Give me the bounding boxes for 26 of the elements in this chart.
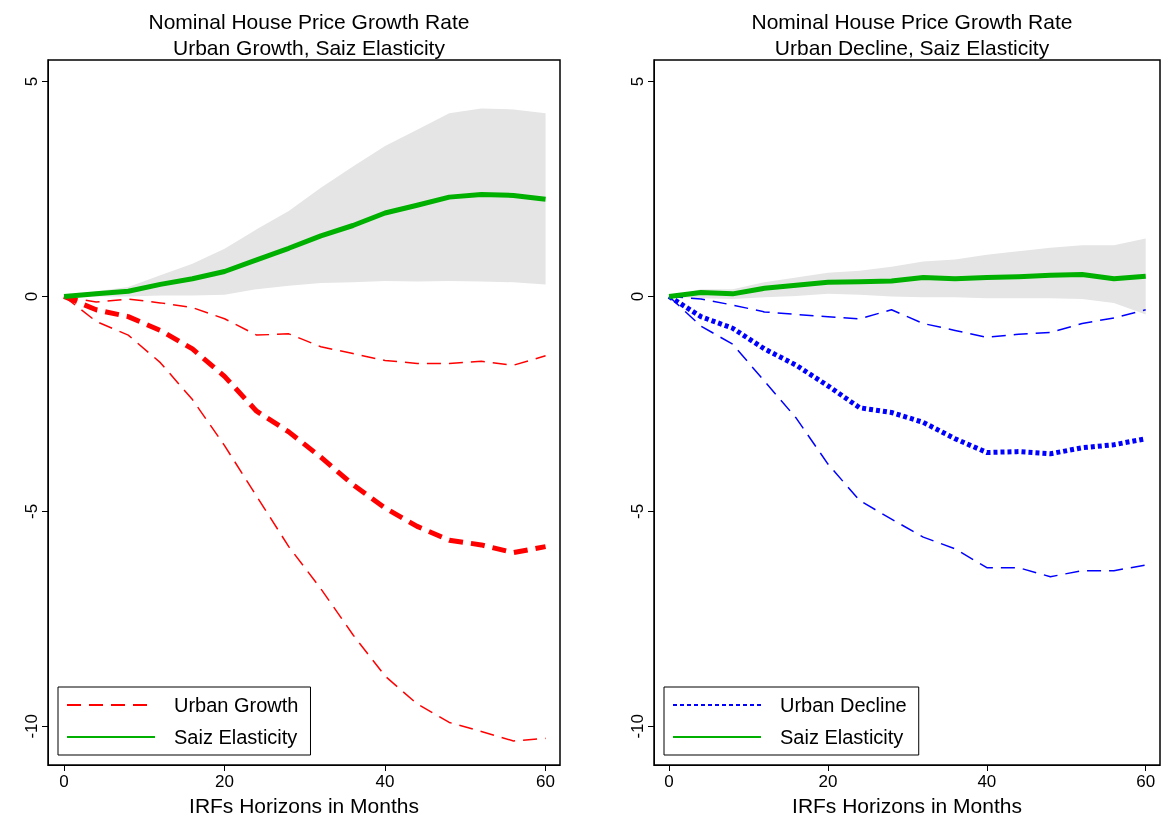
x-tick-label: 0 xyxy=(59,772,69,791)
x-tick-label: 60 xyxy=(1136,772,1156,791)
y-tick-label: 5 xyxy=(628,76,647,87)
y-tick-label: -5 xyxy=(628,503,647,519)
y-tick-label: 0 xyxy=(628,291,647,302)
legend-label: Saiz Elasticity xyxy=(780,726,904,748)
x-tick-label: 20 xyxy=(215,772,235,791)
x-axis-title: IRFs Horizons in Months xyxy=(189,794,419,817)
y-tick-label: -10 xyxy=(22,714,41,739)
legend-label: Urban Decline xyxy=(780,694,907,716)
x-tick-label: 20 xyxy=(818,772,838,791)
chart-title: Nominal House Price Growth Rate xyxy=(751,10,1073,33)
y-tick-label: 0 xyxy=(22,291,41,302)
chart-subtitle: Urban Growth, Saiz Elasticity xyxy=(173,36,446,59)
legend-label: Saiz Elasticity xyxy=(174,726,298,748)
legend-label: Urban Growth xyxy=(174,694,299,716)
x-axis-title: IRFs Horizons in Months xyxy=(792,794,1022,817)
x-tick-label: 40 xyxy=(375,772,395,791)
y-tick-label: -10 xyxy=(628,714,647,739)
chart-subtitle: Urban Decline, Saiz Elasticity xyxy=(774,36,1050,59)
x-tick-label: 0 xyxy=(664,772,674,791)
x-tick-label: 40 xyxy=(977,772,997,791)
x-tick-label: 60 xyxy=(536,772,556,791)
y-tick-label: -5 xyxy=(22,503,41,519)
y-tick-label: 5 xyxy=(22,76,41,87)
chart-title: Nominal House Price Growth Rate xyxy=(148,10,470,33)
